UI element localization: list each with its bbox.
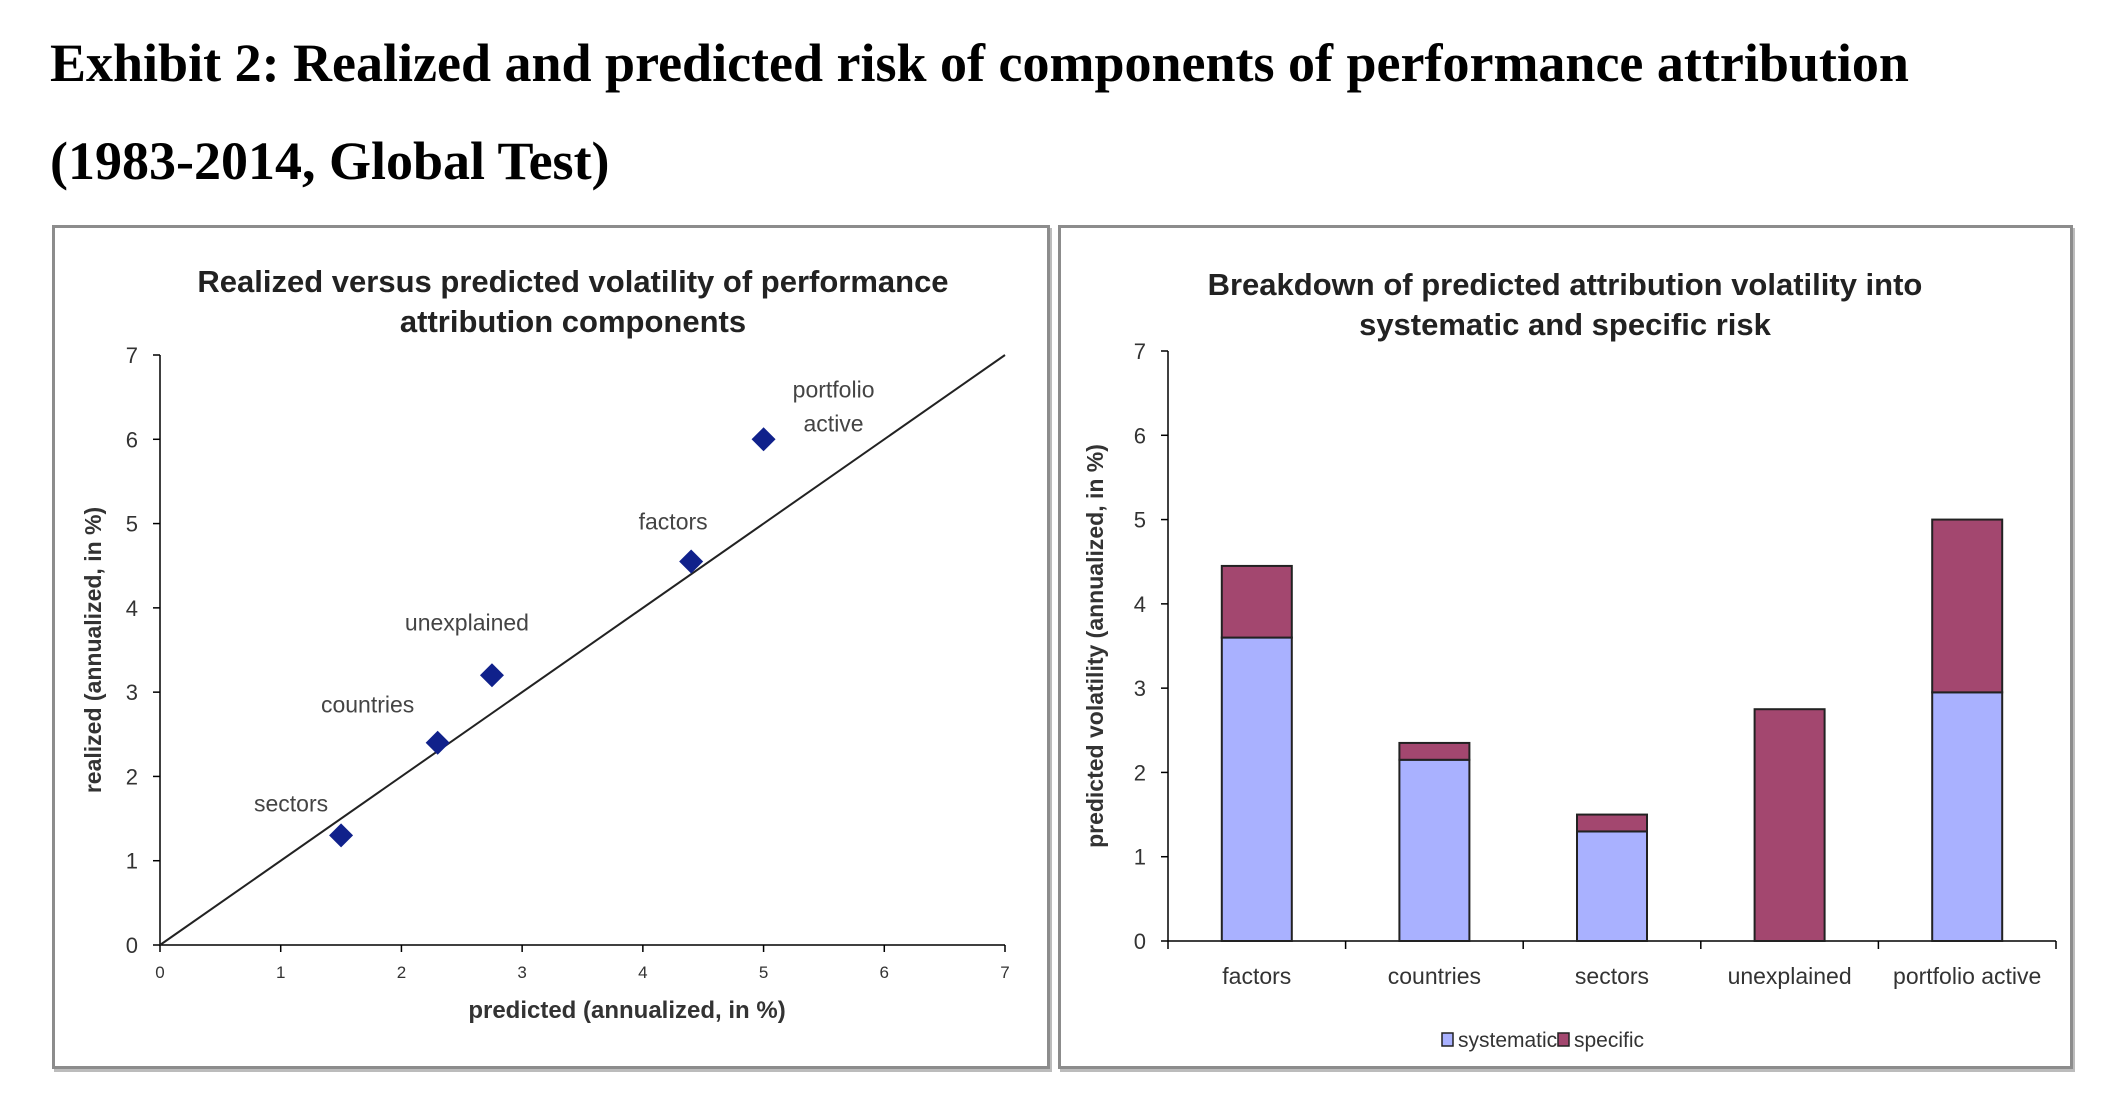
y-tick-label: 0 xyxy=(126,933,138,958)
x-tick-label: 5 xyxy=(759,963,768,982)
chart-title-line: systematic and specific risk xyxy=(1359,307,1772,342)
x-tick-label: countries xyxy=(1388,963,1481,989)
legend-label-systematic: systematic xyxy=(1458,1029,1557,1052)
bar-segment-specific xyxy=(1576,813,1648,833)
y-axis-label: realized (annualized, in %) xyxy=(80,507,106,793)
bar-chart-panel: Breakdown of predicted attribution volat… xyxy=(1058,225,2073,1069)
data-point-marker xyxy=(425,730,450,755)
x-tick-label: sectors xyxy=(1575,963,1649,989)
bar-segment-specific xyxy=(1931,518,2004,694)
legend-swatch-systematic xyxy=(1441,1032,1454,1047)
y-tick-label: 2 xyxy=(1134,760,1146,785)
bar-segment-specific xyxy=(1220,564,1293,639)
x-tick-label: 2 xyxy=(397,963,406,982)
y-tick-label: 7 xyxy=(1134,339,1146,364)
y-tick-label: 5 xyxy=(126,512,138,537)
legend-swatch-specific xyxy=(1557,1032,1570,1047)
y-tick-label: 2 xyxy=(126,764,138,789)
data-point-marker xyxy=(751,427,776,452)
data-point-marker xyxy=(679,549,704,574)
bar-segment-systematic xyxy=(1220,636,1293,942)
y-tick-label: 3 xyxy=(1134,676,1146,701)
chart-title-line: Breakdown of predicted attribution volat… xyxy=(1208,267,1923,302)
exhibit-title-line2: (1983-2014, Global Test) xyxy=(50,131,610,191)
reference-line-y-equals-x xyxy=(159,354,1006,946)
y-tick-label: 6 xyxy=(1134,423,1146,448)
x-tick-label: factors xyxy=(1222,963,1291,989)
y-tick-label: 1 xyxy=(126,849,138,874)
x-tick-label: 7 xyxy=(1000,963,1009,982)
y-tick-label: 1 xyxy=(1134,845,1146,870)
y-tick-label: 4 xyxy=(1134,592,1146,617)
x-tick-label: 0 xyxy=(155,963,164,982)
x-axis-label: predicted (annualized, in %) xyxy=(468,997,785,1024)
exhibit-title-line1: Exhibit 2: Realized and predicted risk o… xyxy=(50,33,1909,93)
y-tick-label: 6 xyxy=(126,427,138,452)
bar-segment-specific xyxy=(1398,741,1471,761)
bar-segment-specific xyxy=(1753,708,1826,943)
bar-segment-systematic xyxy=(1398,758,1471,942)
y-tick-label: 7 xyxy=(126,343,138,368)
data-point-marker xyxy=(479,663,504,688)
y-tick-label: 4 xyxy=(126,596,138,621)
data-point-label: factors xyxy=(639,509,708,535)
y-axis-label: predicted volatility (annualized, in %) xyxy=(1082,444,1108,848)
chart-title-line: attribution components xyxy=(400,304,746,339)
x-tick-label: unexplained xyxy=(1728,963,1852,989)
bar-segment-systematic xyxy=(1576,830,1648,943)
scatter-chart-panel: Realized versus predicted volatility of … xyxy=(52,225,1050,1069)
bar-segment-systematic xyxy=(1931,691,2004,942)
data-point-label: countries xyxy=(321,692,414,718)
x-tick-label: portfolio active xyxy=(1893,963,2041,989)
y-tick-label: 3 xyxy=(126,680,138,705)
x-tick-label: 3 xyxy=(517,963,526,982)
data-point-label: active xyxy=(804,410,864,436)
chart-title-line: Realized versus predicted volatility of … xyxy=(197,264,948,299)
y-tick-label: 0 xyxy=(1134,929,1146,954)
x-tick-label: 6 xyxy=(880,963,889,982)
data-point-marker xyxy=(329,823,354,848)
y-tick-label: 5 xyxy=(1134,508,1146,533)
legend-label-specific: specific xyxy=(1574,1029,1644,1052)
data-point-label: portfolio xyxy=(793,376,875,402)
data-point-label: unexplained xyxy=(405,609,529,635)
data-point-label: sectors xyxy=(254,790,328,816)
stacked-bar-chart: Breakdown of predicted attribution volat… xyxy=(1082,267,2057,1052)
scatter-chart: Realized versus predicted volatility of … xyxy=(80,264,1010,1024)
x-tick-label: 4 xyxy=(638,963,647,982)
x-tick-label: 1 xyxy=(276,963,285,982)
